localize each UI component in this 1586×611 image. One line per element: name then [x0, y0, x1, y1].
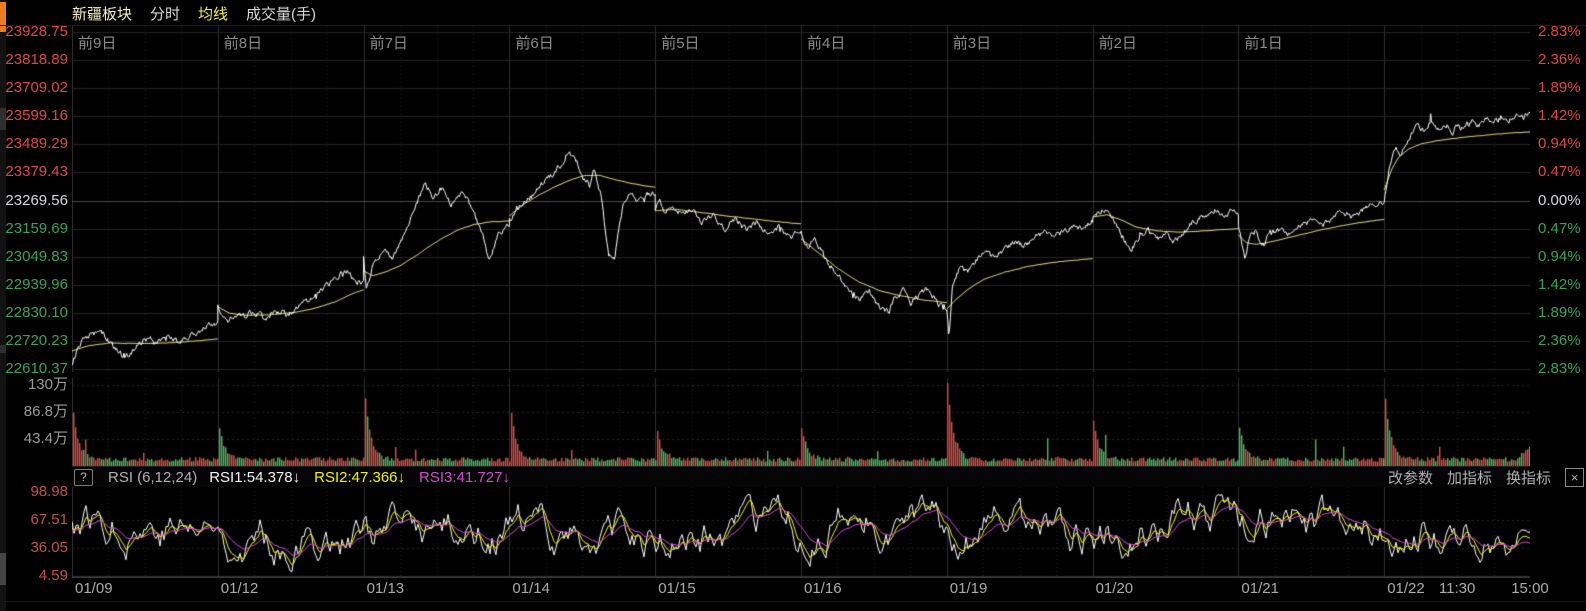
symbol-name: 新疆板块	[72, 5, 133, 23]
rsi-header-buttons: 改参数 加指标 换指标 ×	[1388, 467, 1584, 488]
date-label: 01/16	[804, 580, 842, 597]
price-axis-label: 23709.02	[5, 79, 68, 97]
percent-axis-label: 0.94%	[1538, 247, 1581, 265]
tab-moving-average[interactable]: 均线	[198, 5, 229, 23]
rsi-axis-label: 67.51	[30, 511, 68, 528]
switch-indicator-button[interactable]: 换指标	[1505, 470, 1551, 487]
rsi-indicator-label: RSI (6,12,24)	[108, 468, 198, 486]
percent-axis-label: 2.36%	[1538, 331, 1581, 349]
change-params-button[interactable]: 改参数	[1387, 470, 1433, 487]
divider	[0, 25, 1586, 26]
date-label: 01/14	[512, 580, 550, 597]
day-label: 前3日	[952, 35, 992, 52]
percent-axis-label: 2.83%	[1538, 23, 1581, 40]
rsi-axis-label: 98.98	[30, 483, 68, 500]
day-label: 前7日	[369, 35, 408, 52]
add-indicator-button[interactable]: 加指标	[1446, 470, 1492, 487]
volume-axis-label: 130万	[27, 376, 68, 393]
percent-axis-label: 0.94%	[1538, 135, 1581, 153]
price-axis-label: 23379.43	[5, 163, 68, 181]
tab-intraday[interactable]: 分时	[150, 5, 181, 23]
left-scrollbar-orange-thumb[interactable]	[0, 2, 6, 32]
date-label: 01/13	[366, 580, 405, 597]
rsi-axis-label: 36.05	[30, 539, 68, 556]
date-label: 01/15	[658, 580, 696, 597]
price-axis-label: 23818.89	[5, 51, 68, 69]
day-label: 前5日	[661, 35, 700, 52]
day-label: 前2日	[1098, 35, 1137, 52]
price-axis-label: 23049.83	[5, 247, 68, 265]
day-label: 前9日	[78, 35, 117, 52]
date-label: 01/19	[949, 580, 988, 597]
volume-axis-label: 86.8万	[23, 402, 68, 420]
time-label-1130: 11:30	[1438, 580, 1476, 597]
day-label: 前4日	[807, 35, 846, 52]
percent-axis-label: 0.47%	[1538, 219, 1581, 237]
tab-volume[interactable]: 成交量(手)	[246, 5, 317, 23]
date-label: 01/09	[75, 580, 113, 597]
rsi-help-icon[interactable]: ?	[74, 468, 93, 486]
percent-axis-label: 1.89%	[1538, 79, 1581, 97]
time-label-1500: 15:00	[1511, 580, 1549, 597]
percent-axis-label: 1.42%	[1538, 107, 1581, 125]
price-axis-label: 23269.56	[5, 191, 68, 209]
divider	[72, 577, 1530, 578]
rsi3-readout: RSI3:41.727↓	[419, 468, 510, 486]
day-label: 前1日	[1244, 35, 1283, 52]
price-axis-label: 23489.29	[5, 135, 68, 153]
percent-axis-label: 2.83%	[1538, 360, 1581, 377]
rsi-chart-canvas[interactable]	[72, 487, 1530, 578]
volume-chart-canvas[interactable]	[72, 378, 1530, 467]
price-axis-label: 23928.75	[5, 23, 68, 40]
price-axis-label: 22830.10	[5, 303, 68, 321]
price-axis-label: 22720.23	[5, 331, 68, 349]
percent-axis-label: 0.47%	[1538, 163, 1581, 181]
date-label: 01/12	[220, 580, 259, 597]
volume-axis-label: 43.4万	[23, 429, 68, 447]
rsi-indicator-header: ? RSI (6,12,24) RSI1:54.378↓ RSI2:47.366…	[72, 466, 1530, 487]
percent-axis-label: 1.42%	[1538, 275, 1581, 293]
left-scrollbar-track[interactable]	[0, 0, 6, 611]
price-axis-label: 23599.16	[5, 107, 68, 125]
percent-axis-label: 1.89%	[1538, 303, 1581, 321]
date-label: 01/22	[1387, 580, 1425, 597]
rsi1-readout: RSI1:54.378↓	[209, 468, 301, 486]
rsi-axis-label: 4.59	[38, 567, 68, 584]
left-scrollbar-mark	[0, 108, 6, 130]
left-scrollbar-gray-thumb[interactable]	[0, 553, 6, 585]
rsi2-readout: RSI2:47.366↓	[314, 468, 406, 486]
divider	[0, 601, 1586, 602]
left-scrollbar-mark	[0, 345, 6, 353]
date-label: 01/20	[1095, 580, 1134, 597]
percent-axis-label: 2.36%	[1538, 51, 1581, 69]
day-label: 前8日	[223, 35, 263, 52]
price-axis-label: 22610.37	[5, 360, 68, 377]
percent-axis-label: 0.00%	[1538, 191, 1581, 209]
price-axis-label: 23159.69	[5, 219, 68, 237]
close-indicator-icon[interactable]: ×	[1565, 468, 1584, 487]
price-chart-canvas[interactable]	[72, 26, 1530, 372]
date-label: 01/21	[1241, 580, 1279, 597]
title-bar: 新疆板块 分时 均线 成交量(手)	[72, 2, 316, 24]
price-axis-label: 22939.96	[5, 275, 68, 293]
day-label: 前6日	[515, 35, 554, 52]
